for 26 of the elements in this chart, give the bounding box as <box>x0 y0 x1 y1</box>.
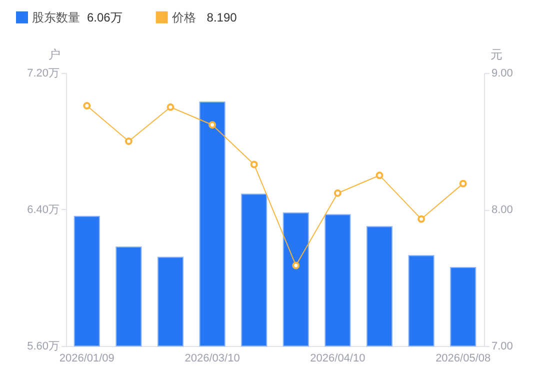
point <box>208 121 216 129</box>
y2-axis-title: 元 <box>490 48 502 62</box>
x-tick-label: 2026/01/09 <box>59 352 114 364</box>
y-tick-label: 5.60万 <box>27 340 60 352</box>
point <box>376 172 384 180</box>
x-tick-label: 2026/04/10 <box>310 352 366 364</box>
y2-tick-label: 9.00 <box>492 68 513 80</box>
y-axis-title: 户 <box>48 48 60 62</box>
point <box>124 138 132 145</box>
y-tick-label: 7.20万 <box>27 68 60 80</box>
y-tick-label: 6.40万 <box>27 204 60 216</box>
point <box>459 180 467 188</box>
y2-tick-label: 8.00 <box>492 204 513 216</box>
text: 6.06万 <box>87 10 122 24</box>
point <box>83 102 91 110</box>
point <box>418 215 426 223</box>
y2-tick-label: 7.00 <box>492 340 513 352</box>
point <box>334 189 342 197</box>
point <box>250 160 258 168</box>
text: 8.190 <box>206 10 238 24</box>
x-tick-label: 2026/05/08 <box>436 352 491 364</box>
legend-label: 价格 <box>170 10 196 24</box>
legend-label: 股东数量 <box>32 10 80 24</box>
point <box>166 103 174 111</box>
point <box>292 262 300 270</box>
x-tick-label: 2026/03/10 <box>184 352 240 364</box>
